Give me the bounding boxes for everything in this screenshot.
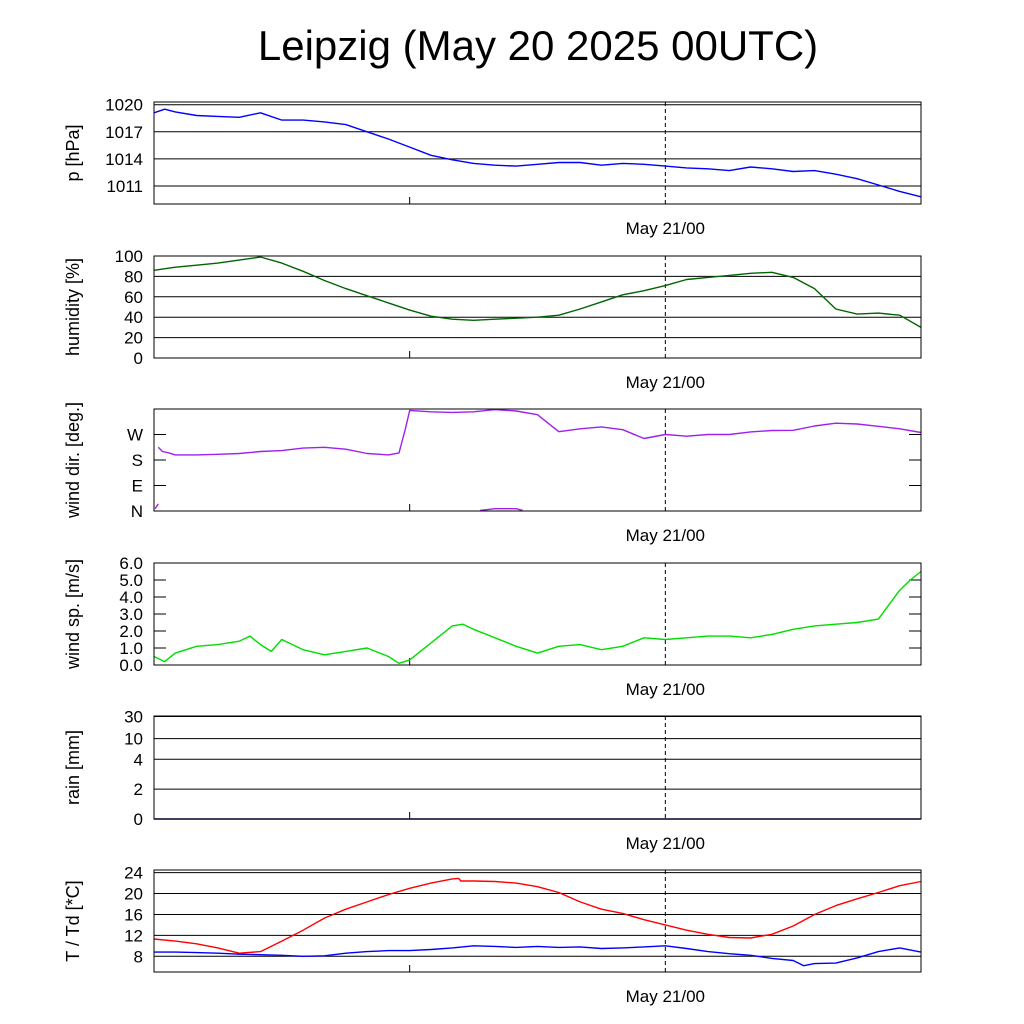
y-tick-label: 0.0 bbox=[119, 656, 143, 675]
y-axis-label: rain [mm] bbox=[63, 730, 83, 805]
y-axis-label: humidity [%] bbox=[63, 258, 83, 356]
x-tick-label: May 21/00 bbox=[626, 219, 705, 238]
y-tick-label: 8 bbox=[134, 947, 143, 966]
y-tick-label: 20 bbox=[124, 885, 143, 904]
y-tick-label: 0 bbox=[134, 349, 143, 368]
y-axis-label: T / Td [*C] bbox=[63, 880, 83, 961]
plot-frame bbox=[153, 255, 922, 359]
y-tick-label: 30 bbox=[124, 708, 143, 727]
x-tick-label: May 21/00 bbox=[626, 373, 705, 392]
y-tick-label: 40 bbox=[124, 308, 143, 327]
y-tick-label: 80 bbox=[124, 267, 143, 286]
y-tick-label: 10 bbox=[124, 730, 143, 749]
series-line-1 bbox=[153, 570, 922, 664]
x-tick-label: May 21/00 bbox=[626, 526, 705, 545]
series-line-2 bbox=[154, 503, 159, 510]
chart-title: Leipzig (May 20 2025 00UTC) bbox=[257, 22, 819, 69]
series-line-3 bbox=[479, 508, 523, 512]
series-line-2 bbox=[154, 945, 922, 967]
plot-frame bbox=[153, 101, 922, 205]
series-line-1 bbox=[157, 408, 922, 456]
y-axis-label: wind dir. [deg.] bbox=[63, 402, 83, 519]
y-tick-label: 1011 bbox=[106, 177, 143, 196]
y-tick-label: N bbox=[131, 502, 143, 521]
y-tick-label: S bbox=[132, 451, 143, 470]
series-line-1 bbox=[153, 256, 922, 329]
plot-frame bbox=[153, 869, 922, 973]
plot-frame bbox=[153, 562, 922, 666]
x-tick-label: May 21/00 bbox=[626, 987, 705, 1006]
y-tick-label: 24 bbox=[124, 864, 143, 883]
series-line-1 bbox=[153, 877, 922, 954]
y-axis-label: wind sp. [m/s] bbox=[63, 559, 83, 670]
y-tick-label: 6.0 bbox=[119, 554, 143, 573]
y-tick-label: 20 bbox=[124, 329, 143, 348]
y-tick-label: 0 bbox=[134, 810, 143, 829]
y-tick-label: E bbox=[132, 477, 143, 496]
plot-frame bbox=[153, 715, 922, 820]
panel-5: 30 104 2 0 May 21/00 rain [mm] bbox=[63, 708, 922, 853]
series-line-1 bbox=[153, 108, 922, 198]
plot-frame bbox=[153, 408, 922, 512]
x-tick-label: May 21/00 bbox=[626, 834, 705, 853]
y-tick-label: 100 bbox=[115, 247, 143, 266]
panel-1: 1020 1017 1014 1011 May 21/00 p [hPa] bbox=[63, 96, 922, 238]
y-tick-label: 16 bbox=[124, 905, 143, 924]
y-axis-label: p [hPa] bbox=[63, 124, 83, 181]
y-tick-label: 1020 bbox=[105, 96, 143, 115]
y-tick-label: 2.0 bbox=[119, 622, 143, 641]
panel-4: 6.05.04.03.02.01.00.0 May 21/00 wind sp. [… bbox=[63, 554, 922, 699]
y-tick-label: W bbox=[127, 426, 143, 445]
y-tick-label: 2 bbox=[134, 780, 143, 799]
y-tick-label: 5.0 bbox=[119, 571, 143, 590]
x-tick-label: May 21/00 bbox=[626, 680, 705, 699]
y-tick-label: 4 bbox=[134, 750, 143, 769]
y-tick-label: 4.0 bbox=[119, 588, 143, 607]
y-tick-label: 12 bbox=[124, 926, 143, 945]
y-tick-label: 60 bbox=[124, 288, 143, 307]
y-tick-label: 3.0 bbox=[119, 605, 143, 624]
y-tick-label: 1014 bbox=[105, 150, 143, 169]
y-tick-label: 1.0 bbox=[119, 639, 143, 658]
y-tick-label: 1017 bbox=[105, 123, 143, 142]
